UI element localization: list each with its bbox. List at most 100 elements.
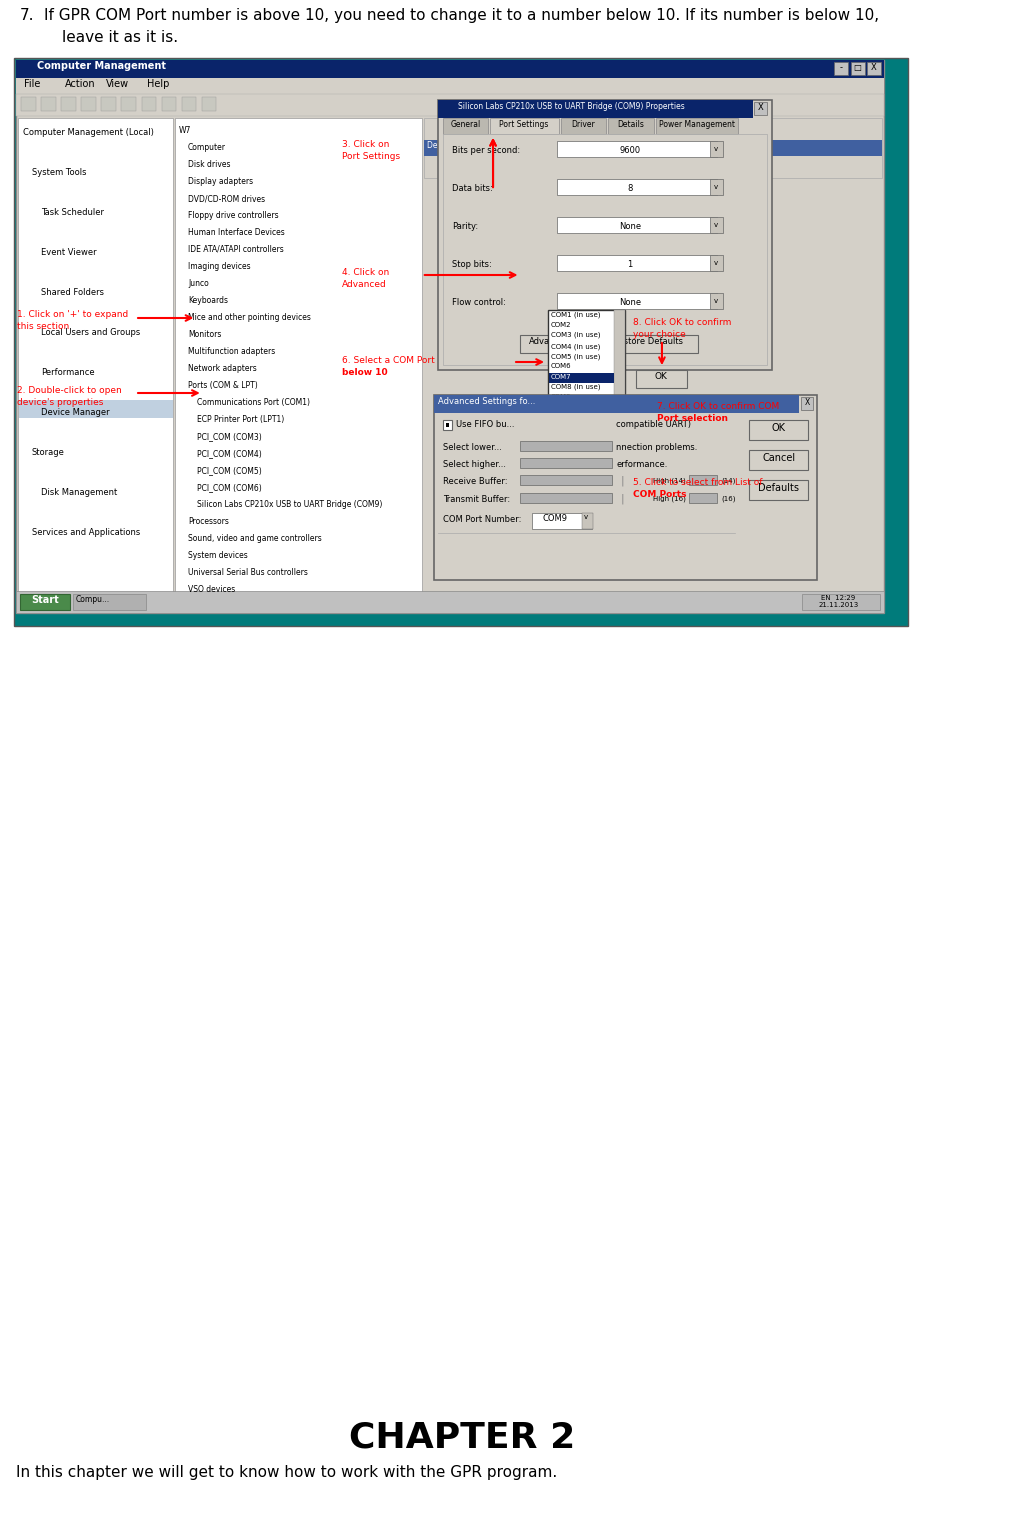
Text: DVD/CD-ROM drives: DVD/CD-ROM drives bbox=[188, 194, 265, 203]
Bar bbox=[556, 293, 716, 308]
Text: ECP Printer Port (LPT1): ECP Printer Port (LPT1) bbox=[197, 415, 284, 425]
Bar bbox=[443, 420, 452, 431]
Bar bbox=[443, 118, 488, 134]
Text: Local Users and Groups: Local Users and Groups bbox=[41, 328, 141, 337]
Bar bbox=[834, 63, 847, 75]
Text: General: General bbox=[450, 121, 480, 128]
Text: Compu...: Compu... bbox=[76, 596, 110, 605]
Text: below 10: below 10 bbox=[342, 368, 387, 377]
Text: Network adapters: Network adapters bbox=[188, 363, 257, 373]
Text: Computer Management (Local): Computer Management (Local) bbox=[23, 128, 154, 137]
Text: COM18 (in use): COM18 (in use) bbox=[550, 489, 604, 495]
Text: Restore Defaults: Restore Defaults bbox=[613, 337, 682, 347]
Bar bbox=[489, 118, 558, 134]
Text: PCI_COM (COM3): PCI_COM (COM3) bbox=[197, 432, 262, 441]
Bar bbox=[142, 98, 156, 111]
Text: Cancel: Cancel bbox=[645, 397, 675, 406]
Text: PCI_COM (COM6): PCI_COM (COM6) bbox=[197, 483, 262, 492]
Text: Keyboards: Keyboards bbox=[188, 296, 227, 305]
Text: Device M...: Device M... bbox=[427, 140, 469, 150]
Text: Mice and other pointing devices: Mice and other pointing devices bbox=[188, 313, 310, 322]
Text: device's properties: device's properties bbox=[17, 399, 103, 408]
Text: None: None bbox=[619, 298, 640, 307]
Text: erformance.: erformance. bbox=[616, 460, 667, 469]
Bar bbox=[201, 98, 216, 111]
Text: COM1 (in use): COM1 (in use) bbox=[550, 312, 600, 319]
Text: Select higher...: Select higher... bbox=[443, 460, 506, 469]
Text: Receive Buffer:: Receive Buffer: bbox=[443, 476, 507, 486]
Bar bbox=[438, 99, 770, 370]
Bar bbox=[16, 78, 883, 95]
Bar bbox=[101, 98, 116, 111]
Text: Multifunction adapters: Multifunction adapters bbox=[188, 347, 275, 356]
Bar bbox=[655, 118, 737, 134]
Text: 7.: 7. bbox=[20, 8, 34, 23]
Text: File: File bbox=[23, 79, 40, 89]
Bar bbox=[424, 118, 882, 179]
Text: If GPR COM Port number is above 10, you need to change it to a number below 10. : If GPR COM Port number is above 10, you … bbox=[43, 8, 879, 23]
Text: COM2: COM2 bbox=[550, 322, 570, 328]
Text: COM9: COM9 bbox=[550, 394, 570, 400]
Bar bbox=[688, 493, 716, 502]
Text: 8: 8 bbox=[627, 183, 632, 192]
Bar bbox=[16, 591, 883, 612]
Text: 7. Click OK to confirm COM: 7. Click OK to confirm COM bbox=[657, 402, 778, 411]
Text: System Tools: System Tools bbox=[32, 168, 86, 177]
Text: None: None bbox=[619, 221, 640, 231]
Bar bbox=[19, 400, 173, 418]
Text: 4. Click on: 4. Click on bbox=[342, 269, 389, 276]
Text: High (16): High (16) bbox=[652, 495, 685, 501]
Bar bbox=[710, 179, 723, 195]
Text: Sound, video and game controllers: Sound, video and game controllers bbox=[188, 534, 321, 544]
Bar bbox=[688, 475, 716, 486]
Text: Monitors: Monitors bbox=[188, 330, 221, 339]
Text: System devices: System devices bbox=[188, 551, 248, 560]
Text: W7: W7 bbox=[179, 127, 191, 134]
Text: Services and Applications: Services and Applications bbox=[32, 528, 141, 538]
Bar bbox=[710, 255, 723, 270]
Text: COM Port Number:: COM Port Number: bbox=[443, 515, 521, 524]
Text: COM15 (in use): COM15 (in use) bbox=[550, 457, 604, 464]
Text: COM6: COM6 bbox=[550, 363, 570, 370]
Text: compatible UART): compatible UART) bbox=[616, 420, 691, 429]
Bar bbox=[81, 98, 96, 111]
Text: Port selection: Port selection bbox=[657, 414, 728, 423]
Text: Event Viewer: Event Viewer bbox=[41, 247, 97, 257]
Text: your choice: your choice bbox=[632, 330, 684, 339]
Text: (14): (14) bbox=[721, 476, 735, 484]
Bar bbox=[61, 98, 76, 111]
Bar bbox=[548, 373, 613, 383]
Text: Human Interface Devices: Human Interface Devices bbox=[188, 228, 284, 237]
Bar bbox=[520, 475, 611, 486]
Text: 2. Double-click to open: 2. Double-click to open bbox=[17, 386, 122, 395]
Bar bbox=[520, 493, 611, 502]
Bar bbox=[560, 118, 606, 134]
Text: Silicon Labs CP210x USB to UART Bridge (COM9) Properties: Silicon Labs CP210x USB to UART Bridge (… bbox=[458, 102, 684, 111]
Text: Parity:: Parity: bbox=[452, 221, 477, 231]
Text: X: X bbox=[757, 102, 762, 111]
Bar bbox=[121, 98, 135, 111]
Text: Cancel: Cancel bbox=[761, 454, 795, 463]
Text: Storage: Storage bbox=[32, 447, 65, 457]
Text: COM12 (in use): COM12 (in use) bbox=[550, 426, 604, 432]
Bar bbox=[73, 594, 146, 609]
Text: Use FIFO bu...: Use FIFO bu... bbox=[455, 420, 514, 429]
Text: View: View bbox=[106, 79, 129, 89]
Text: OK: OK bbox=[771, 423, 785, 434]
Bar bbox=[547, 310, 625, 541]
Text: Select lower...: Select lower... bbox=[443, 443, 501, 452]
Text: Display adapters: Display adapters bbox=[188, 177, 253, 186]
Bar bbox=[801, 594, 880, 609]
Bar bbox=[182, 98, 196, 111]
Text: Disk drives: Disk drives bbox=[188, 160, 231, 169]
Bar bbox=[434, 395, 798, 412]
Bar bbox=[18, 118, 173, 592]
Text: COM3 (in use): COM3 (in use) bbox=[550, 331, 600, 339]
Text: COM4 (in use): COM4 (in use) bbox=[550, 344, 600, 350]
Text: -: - bbox=[838, 63, 841, 72]
Text: X: X bbox=[804, 399, 809, 408]
Bar bbox=[532, 513, 591, 528]
Text: v: v bbox=[713, 183, 717, 189]
Text: OK: OK bbox=[654, 373, 667, 382]
Bar bbox=[175, 118, 422, 592]
